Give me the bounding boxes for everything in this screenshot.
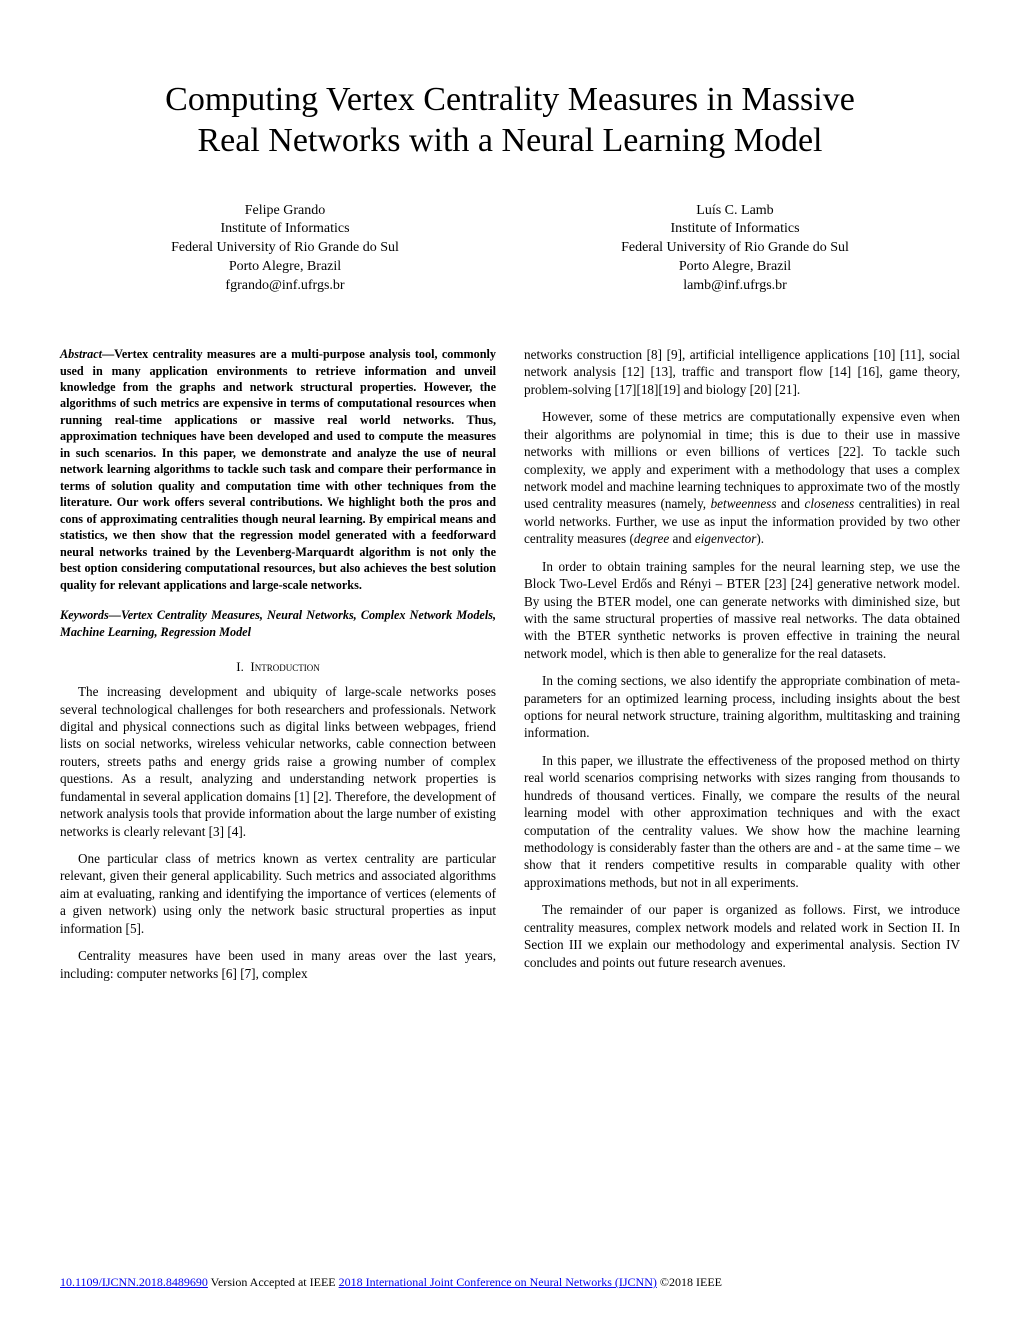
keywords-body: —Vertex Centrality Measures, Neural Netw… xyxy=(60,608,496,638)
abstract-lead: Abstract xyxy=(60,347,102,361)
paper-title: Computing Vertex Centrality Measures in … xyxy=(60,80,960,162)
keywords: Keywords—Vertex Centrality Measures, Neu… xyxy=(60,607,496,640)
author-univ: Federal University of Rio Grande do Sul xyxy=(533,239,938,258)
author-univ: Federal University of Rio Grande do Sul xyxy=(83,239,488,258)
section-1-heading: I. Introduction xyxy=(60,658,496,675)
intro-para-3: Centrality measures have been used in ma… xyxy=(60,947,496,982)
author-name: Felipe Grando xyxy=(83,202,488,221)
intro-para-2: One particular class of metrics known as… xyxy=(60,850,496,937)
ital-eigenvector: eigenvector xyxy=(695,531,757,546)
author-city: Porto Alegre, Brazil xyxy=(83,258,488,277)
abstract-body: —Vertex centrality measures are a multi-… xyxy=(60,347,496,592)
author-city: Porto Alegre, Brazil xyxy=(533,258,938,277)
footer: 10.1109/IJCNN.2018.8489690 Version Accep… xyxy=(60,1275,960,1290)
author-name: Luís C. Lamb xyxy=(533,202,938,221)
section-roman: I. xyxy=(236,659,244,674)
footer-tail: ©2018 IEEE xyxy=(657,1275,722,1289)
ital-degree: degree xyxy=(634,531,669,546)
right-para-3: In order to obtain training samples for … xyxy=(524,558,960,663)
footer-mid: Version Accepted at IEEE xyxy=(208,1275,339,1289)
left-column: Abstract—Vertex centrality measures are … xyxy=(60,346,496,992)
right-para-5: In this paper, we illustrate the effecti… xyxy=(524,752,960,891)
conference-link[interactable]: 2018 International Joint Conference on N… xyxy=(339,1275,657,1289)
ital-betweenness: betweenness xyxy=(711,496,777,511)
right-column: networks construction [8] [9], artificia… xyxy=(524,346,960,992)
title-line-1: Computing Vertex Centrality Measures in … xyxy=(165,81,855,118)
right-para-2: However, some of these metrics are compu… xyxy=(524,408,960,547)
title-line-2: Real Networks with a Neural Learning Mod… xyxy=(197,122,822,159)
authors-block: Felipe Grando Institute of Informatics F… xyxy=(60,202,960,296)
author-1: Felipe Grando Institute of Informatics F… xyxy=(83,202,488,296)
paper-page: Computing Vertex Centrality Measures in … xyxy=(0,0,1020,1320)
right-para-6: The remainder of our paper is organized … xyxy=(524,901,960,971)
ital-closeness: closeness xyxy=(805,496,855,511)
keywords-lead: Keywords xyxy=(60,608,109,622)
right-para-1: networks construction [8] [9], artificia… xyxy=(524,346,960,398)
doi-link[interactable]: 10.1109/IJCNN.2018.8489690 xyxy=(60,1275,208,1289)
author-email: fgrando@inf.ufrgs.br xyxy=(83,277,488,296)
two-column-body: Abstract—Vertex centrality measures are … xyxy=(60,346,960,992)
abstract: Abstract—Vertex centrality measures are … xyxy=(60,346,496,593)
author-dept: Institute of Informatics xyxy=(83,220,488,239)
author-2: Luís C. Lamb Institute of Informatics Fe… xyxy=(533,202,938,296)
section-title: Introduction xyxy=(250,659,319,674)
intro-para-1: The increasing development and ubiquity … xyxy=(60,683,496,840)
author-dept: Institute of Informatics xyxy=(533,220,938,239)
author-email: lamb@inf.ufrgs.br xyxy=(533,277,938,296)
right-para-4: In the coming sections, we also identify… xyxy=(524,672,960,742)
